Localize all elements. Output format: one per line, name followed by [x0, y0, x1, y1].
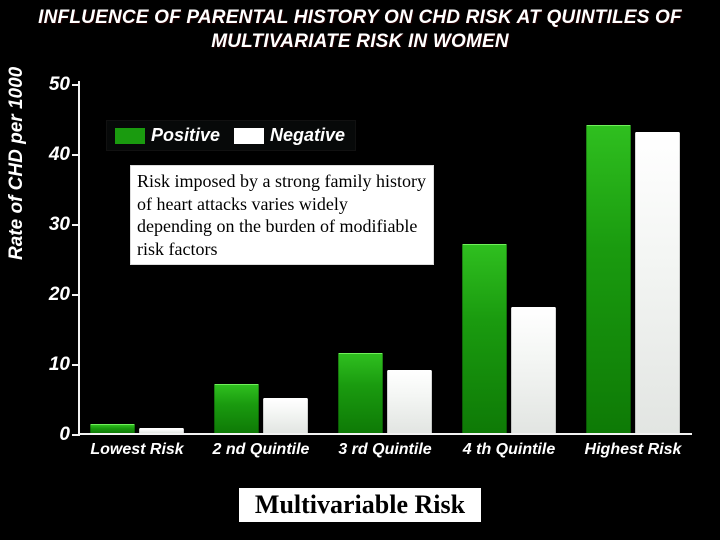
y-axis-label: Rate of CHD per 1000 — [6, 67, 28, 260]
x-tick-label: 2 nd Quintile — [213, 441, 310, 459]
chart-title: INFLUENCE OF PARENTAL HISTORY ON CHD RIS… — [18, 6, 702, 54]
bar-negative — [635, 132, 680, 433]
bar-positive — [586, 125, 631, 433]
legend-label: Positive — [151, 125, 220, 146]
bar-positive — [214, 384, 259, 433]
y-tick-mark — [72, 434, 80, 436]
legend-item: Negative — [234, 125, 345, 146]
bar-positive — [90, 424, 135, 433]
bar-positive — [462, 244, 507, 433]
bar-negative — [139, 428, 184, 433]
y-tick-mark — [72, 224, 80, 226]
x-tick-label: 3 rd Quintile — [338, 441, 431, 459]
x-tick-label: Highest Risk — [585, 441, 682, 459]
y-tick-mark — [72, 154, 80, 156]
x-axis-title: Multivariable Risk — [0, 488, 720, 522]
x-axis-line — [78, 433, 692, 435]
bar-negative — [387, 370, 432, 433]
y-tick-mark — [72, 364, 80, 366]
legend: Positive Negative — [106, 120, 356, 151]
x-axis-title-text: Multivariable Risk — [239, 488, 481, 522]
legend-label: Negative — [270, 125, 345, 146]
legend-swatch — [234, 128, 264, 144]
bar-negative — [263, 398, 308, 433]
bar-negative — [511, 307, 556, 433]
y-tick-mark — [72, 84, 80, 86]
y-axis-line — [78, 81, 80, 435]
x-tick-label: Lowest Risk — [90, 441, 183, 459]
y-tick-mark — [72, 294, 80, 296]
legend-swatch — [115, 128, 145, 144]
legend-item: Positive — [115, 125, 220, 146]
bar-positive — [338, 353, 383, 434]
annotation-box: Risk imposed by a strong family history … — [130, 165, 434, 265]
x-tick-label: 4 th Quintile — [463, 441, 555, 459]
